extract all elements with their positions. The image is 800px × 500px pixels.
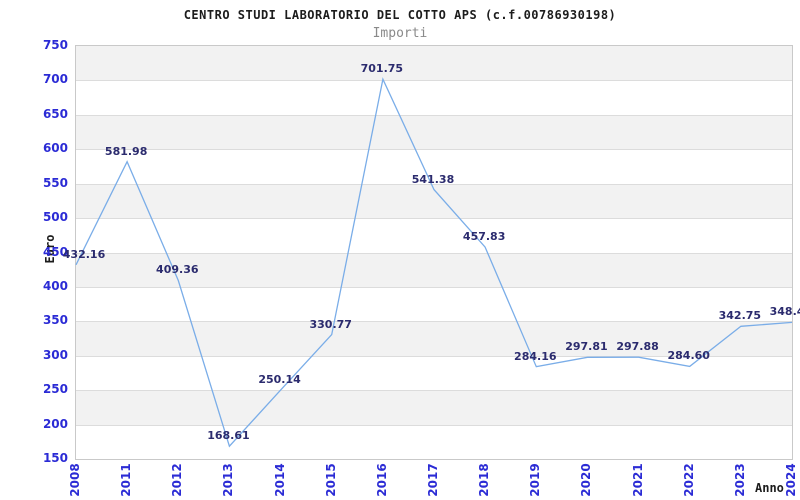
grid-line	[76, 425, 792, 426]
data-point-label: 348.4	[769, 305, 800, 319]
x-tick-label: 2019	[528, 463, 543, 497]
y-tick-label: 500	[42, 210, 68, 225]
data-point-label: 284.60	[667, 349, 710, 363]
data-point-label: 541.38	[411, 172, 455, 186]
data-point-label: 250.14	[258, 373, 301, 387]
y-tick-label: 250	[42, 382, 68, 397]
series-line	[75, 77, 793, 448]
y-tick-label: 700	[42, 72, 68, 87]
grid-band	[76, 114, 792, 150]
grid-line	[76, 149, 792, 150]
grid-band	[76, 46, 792, 81]
y-tick-label: 450	[42, 244, 68, 259]
y-tick-label: 400	[42, 278, 68, 293]
data-point-label: 457.83	[462, 230, 506, 244]
grid-line	[76, 253, 792, 254]
x-tick-label: 2022	[681, 463, 696, 497]
grid-line	[76, 356, 792, 357]
chart-title: CENTRO STUDI LABORATORIO DEL COTTO APS (…	[183, 8, 617, 22]
data-point-label: 297.81	[565, 340, 608, 354]
x-tick-label: 2014	[272, 463, 287, 497]
grid-line	[76, 321, 792, 322]
grid-band	[76, 252, 792, 287]
x-tick-label: 2017	[426, 463, 440, 497]
x-tick-label: 2016	[374, 463, 389, 497]
y-tick-label: 750	[42, 38, 68, 52]
y-tick-label: 300	[42, 347, 68, 362]
y-tick-label: 650	[42, 106, 68, 121]
grid-band	[76, 390, 792, 425]
data-point-label: 409.36	[156, 263, 199, 277]
x-tick-label: 2023	[732, 463, 747, 497]
grid-line	[76, 390, 792, 391]
grid-band	[76, 321, 792, 356]
x-tick-label: 2024	[784, 463, 798, 497]
x-tick-label: 2008	[68, 463, 82, 497]
data-point-label: 432.16	[62, 247, 106, 261]
data-point-label: 297.88	[616, 340, 659, 354]
grid-line	[76, 287, 792, 288]
grid-line	[76, 184, 792, 185]
y-tick-label: 200	[42, 416, 68, 431]
x-tick-label: 2020	[579, 463, 594, 497]
x-tick-label: 2013	[221, 463, 236, 497]
y-tick-label: 150	[42, 451, 68, 465]
data-point-label: 284.16	[514, 349, 557, 363]
data-point-label: 330.77	[309, 317, 352, 331]
plot-area	[75, 45, 793, 460]
grid-line	[76, 115, 792, 116]
x-tick-label: 2012	[170, 463, 185, 497]
grid-line	[76, 80, 792, 81]
data-point-label: 168.61	[207, 429, 250, 443]
y-tick-label: 550	[42, 175, 68, 190]
data-point-label: 342.75	[718, 309, 762, 323]
data-point-label: 581.98	[104, 144, 148, 158]
chart-subtitle: Importi	[372, 26, 428, 41]
y-tick-label: 350	[42, 313, 68, 328]
x-tick-label: 2021	[630, 463, 645, 497]
x-tick-label: 2018	[477, 463, 492, 497]
grid-line	[76, 218, 792, 219]
data-point-label: 701.75	[360, 62, 404, 76]
x-tick-label: 2011	[119, 463, 134, 497]
x-tick-label: 2015	[323, 463, 338, 497]
y-tick-label: 600	[42, 141, 68, 156]
x-axis-title: Anno	[755, 481, 784, 495]
